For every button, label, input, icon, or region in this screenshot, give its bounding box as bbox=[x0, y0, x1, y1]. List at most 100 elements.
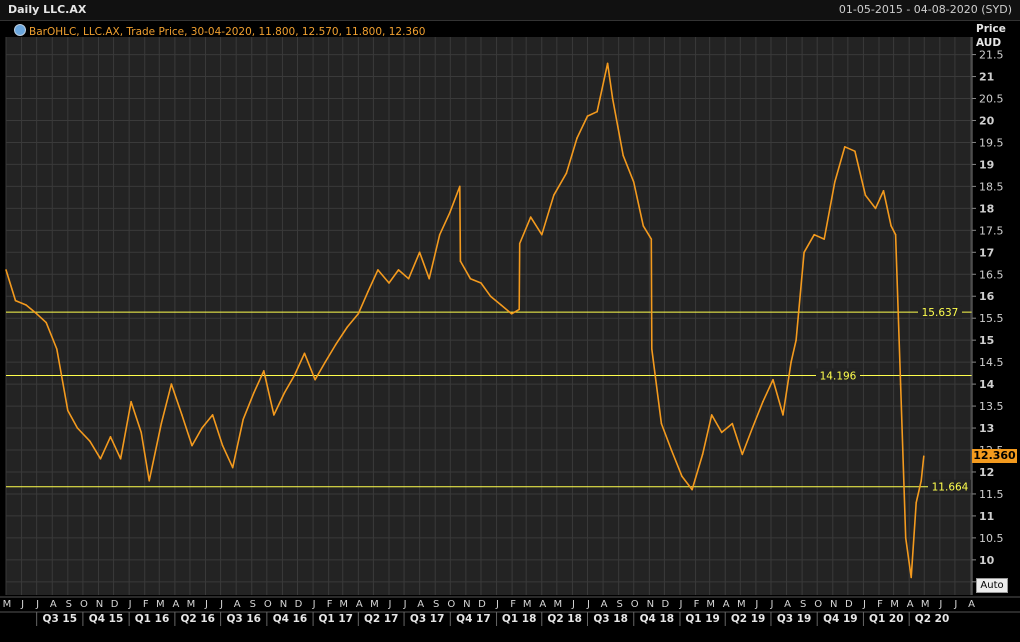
x-month-label: J bbox=[20, 599, 24, 610]
price-point bbox=[681, 475, 683, 478]
series-legend[interactable]: BarOHLC, LLC.AX, Trade Price, 30-04-2020… bbox=[14, 24, 425, 38]
price-point bbox=[377, 269, 379, 271]
level-label-bg bbox=[816, 368, 860, 382]
price-point bbox=[109, 436, 112, 438]
price-point bbox=[632, 181, 635, 183]
x-month-label: D bbox=[845, 599, 853, 610]
x-month-label: N bbox=[830, 599, 837, 610]
price-point bbox=[565, 172, 568, 174]
x-month-label: J bbox=[219, 599, 223, 610]
axis-title-price: Price bbox=[976, 23, 1006, 35]
y-tick-label: 10 bbox=[979, 554, 995, 567]
price-point bbox=[160, 422, 163, 425]
price-point bbox=[844, 146, 846, 148]
price-point bbox=[170, 383, 173, 385]
x-month-label: A bbox=[907, 599, 914, 610]
price-point bbox=[731, 422, 734, 425]
level-label: 14.196 bbox=[820, 370, 857, 382]
x-quarter-label: Q2 18 bbox=[547, 613, 582, 625]
x-month-label: J bbox=[128, 599, 132, 610]
price-point bbox=[510, 313, 513, 315]
price-point bbox=[303, 352, 306, 355]
y-tick-label: 12 bbox=[979, 466, 994, 479]
price-point bbox=[790, 361, 792, 363]
price-point bbox=[407, 277, 410, 280]
y-tick-label: 18.5 bbox=[979, 180, 1004, 193]
x-month-label: A bbox=[601, 599, 608, 610]
y-axis: 9.51010.51111.51212.51313.51414.51515.51… bbox=[971, 37, 1004, 595]
x-month-label: S bbox=[800, 599, 806, 610]
price-point bbox=[148, 480, 150, 482]
price-point bbox=[99, 458, 102, 460]
price-point bbox=[518, 242, 521, 245]
price-point bbox=[741, 453, 744, 456]
x-month-label: M bbox=[156, 599, 165, 610]
series-group bbox=[5, 62, 925, 579]
price-point bbox=[388, 282, 390, 284]
price-point bbox=[762, 400, 764, 403]
y-tick-label: 13 bbox=[979, 422, 994, 435]
price-point bbox=[89, 440, 91, 443]
axis-title: Price AUD bbox=[976, 22, 1006, 50]
auto-scale-button[interactable]: Auto bbox=[976, 578, 1008, 593]
price-point bbox=[263, 370, 265, 372]
y-tick-label: 16.5 bbox=[979, 268, 1004, 281]
x-month-label: J bbox=[571, 599, 575, 610]
x-month-label: J bbox=[754, 599, 758, 610]
x-month-label: O bbox=[80, 599, 88, 610]
price-point bbox=[894, 233, 897, 236]
price-point bbox=[910, 576, 912, 579]
x-month-label: F bbox=[143, 599, 149, 610]
axis-title-currency: AUD bbox=[976, 37, 1002, 49]
price-point bbox=[67, 409, 69, 412]
y-tick-label: 19.5 bbox=[979, 136, 1004, 149]
price-point bbox=[882, 190, 885, 192]
price-point bbox=[253, 392, 255, 394]
price-point bbox=[701, 453, 704, 456]
x-month-label: J bbox=[312, 599, 316, 610]
x-month-label: J bbox=[938, 599, 942, 610]
price-point bbox=[459, 185, 461, 188]
y-tick-label: 21 bbox=[979, 71, 994, 84]
y-tick-label: 21.5 bbox=[979, 49, 1004, 62]
x-month-label: N bbox=[96, 599, 103, 610]
price-point bbox=[181, 414, 183, 416]
price-point bbox=[904, 537, 907, 539]
y-tick-label: 19 bbox=[979, 158, 994, 171]
x-month-label: F bbox=[694, 599, 700, 610]
price-point bbox=[890, 225, 892, 227]
price-point bbox=[864, 194, 867, 196]
price-point bbox=[642, 225, 645, 227]
price-point bbox=[606, 62, 609, 65]
chart-title: Daily LLC.AX bbox=[8, 3, 87, 16]
price-point bbox=[334, 343, 337, 346]
x-quarter-label: Q4 16 bbox=[273, 613, 308, 625]
x-quarter-label: Q3 15 bbox=[43, 613, 78, 625]
settings-icon[interactable] bbox=[14, 24, 26, 36]
x-month-label: J bbox=[679, 599, 683, 610]
price-point bbox=[231, 466, 234, 469]
price-point bbox=[795, 339, 797, 342]
price-point bbox=[221, 444, 224, 447]
y-tick-label: 11.5 bbox=[979, 488, 1004, 501]
x-month-label: D bbox=[662, 599, 670, 610]
x-month-label: M bbox=[187, 599, 196, 610]
price-point bbox=[25, 304, 27, 306]
price-point bbox=[803, 251, 805, 254]
x-quarter-label: Q2 16 bbox=[180, 613, 215, 625]
price-point bbox=[76, 427, 79, 429]
x-month-label: J bbox=[862, 599, 866, 610]
x-quarter-label: Q1 20 bbox=[869, 613, 904, 625]
price-point bbox=[923, 455, 925, 458]
price-point bbox=[874, 207, 877, 210]
price-point bbox=[854, 150, 856, 152]
x-quarter-label: Q4 15 bbox=[89, 613, 124, 625]
x-month-label: M bbox=[706, 599, 715, 610]
price-point bbox=[813, 233, 815, 236]
y-tick-label: 18 bbox=[979, 202, 994, 215]
x-month-label: S bbox=[66, 599, 72, 610]
x-month-label: F bbox=[327, 599, 333, 610]
price-point bbox=[751, 427, 754, 429]
x-quarter-label: Q3 17 bbox=[410, 613, 445, 625]
